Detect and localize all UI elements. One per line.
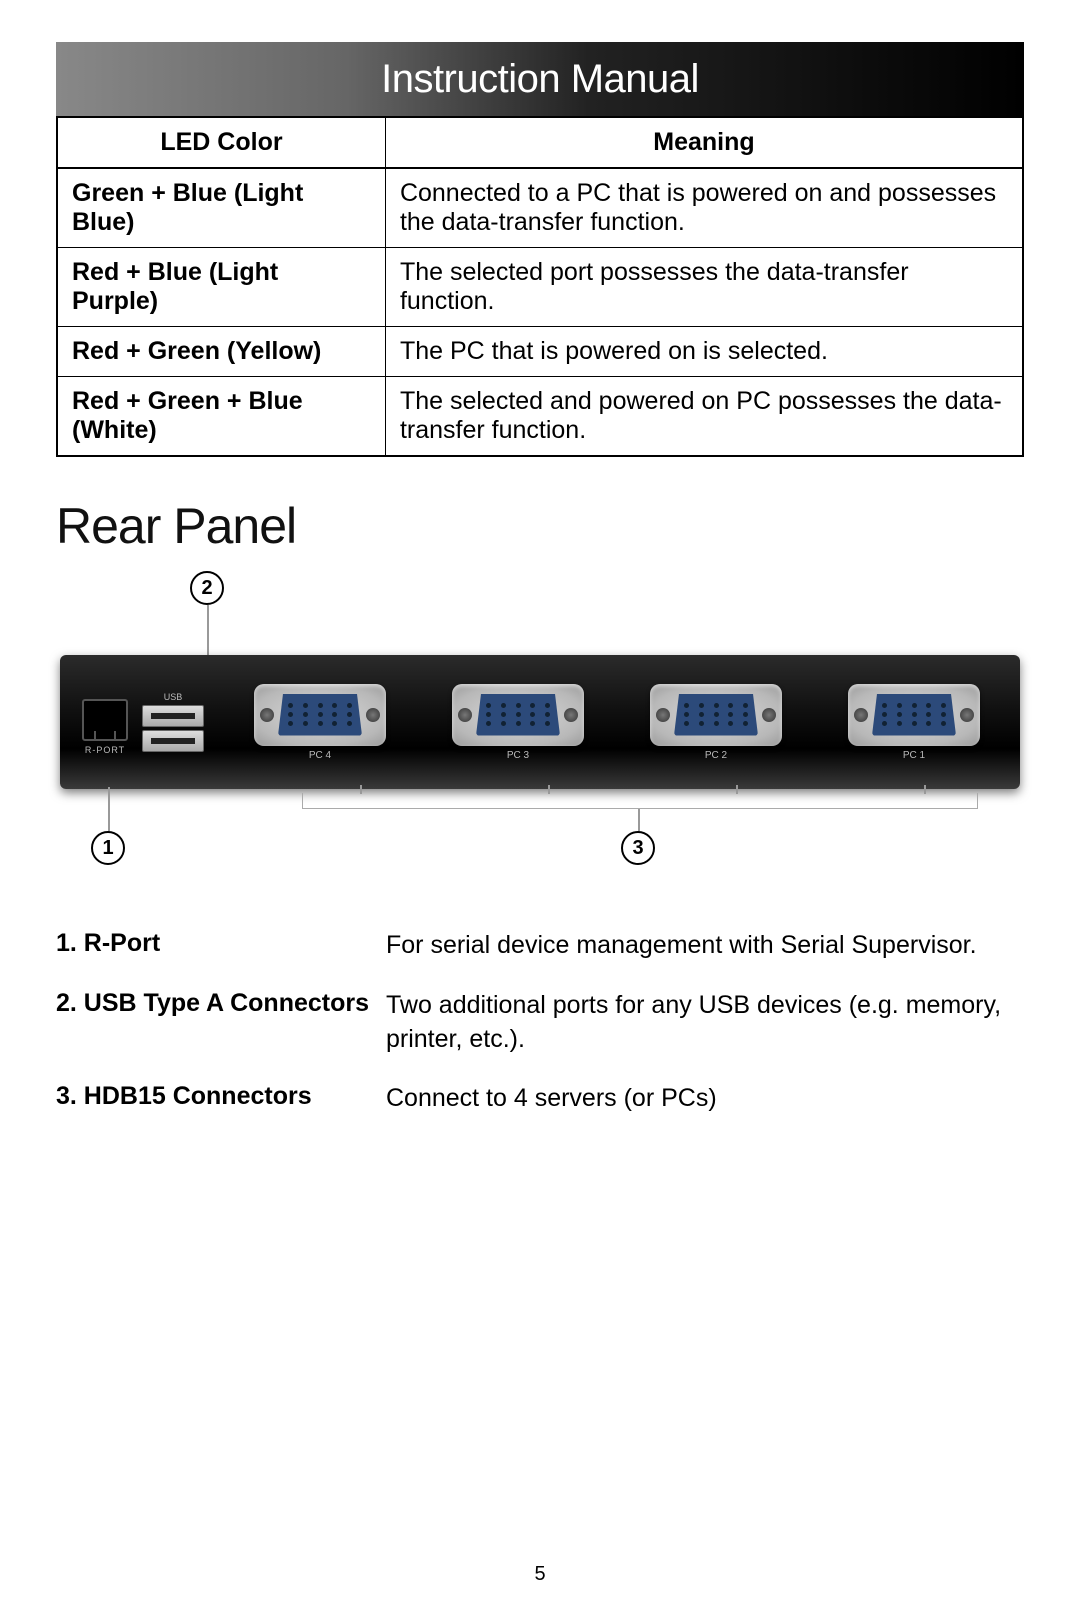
leader-line [207, 605, 209, 659]
callout-1: 1 [91, 831, 125, 865]
vga-connector-pc4: PC 4 [254, 684, 386, 761]
table-header-meaning: Meaning [385, 117, 1023, 168]
definition-row: 3. HDB15 Connectors Connect to 4 servers… [56, 1082, 1024, 1116]
callout-2: 2 [190, 571, 224, 605]
usb-port-icon [142, 705, 204, 727]
usb-label: USB [164, 692, 183, 702]
definitions-list: 1. R-Port For serial device management w… [56, 929, 1024, 1116]
usb-port-icon [142, 730, 204, 752]
led-meaning-cell: The PC that is powered on is selected. [385, 327, 1023, 377]
vga-connector-pc3: PC 3 [452, 684, 584, 761]
page-number: 5 [0, 1563, 1080, 1586]
leader-line [736, 785, 738, 794]
table-row: Red + Blue (Light Purple) The selected p… [57, 248, 1023, 327]
led-meaning-cell: Connected to a PC that is powered on and… [385, 168, 1023, 248]
section-heading-rear-panel: Rear Panel [56, 497, 1024, 555]
vga-port-icon [650, 684, 782, 746]
definition-desc: Connect to 4 servers (or PCs) [386, 1082, 717, 1116]
table-header-ledcolor: LED Color [57, 117, 385, 168]
pc-label: PC 1 [903, 750, 925, 761]
rj45-icon [82, 699, 128, 741]
callout-3: 3 [621, 831, 655, 865]
leader-line [548, 785, 550, 794]
definition-desc: Two additional ports for any USB devices… [386, 989, 1024, 1057]
led-color-table: LED Color Meaning Green + Blue (Light Bl… [56, 116, 1024, 457]
definition-label: 2. USB Type A Connectors [56, 989, 386, 1057]
rear-panel-diagram: 2 R-PORT USB PC 4 PC 3 [60, 565, 1020, 895]
definition-desc: For serial device management with Serial… [386, 929, 977, 963]
vga-port-icon [848, 684, 980, 746]
pc-label: PC 4 [309, 750, 331, 761]
table-row: Red + Green + Blue (White) The selected … [57, 377, 1023, 457]
led-color-cell: Red + Blue (Light Purple) [57, 248, 385, 327]
table-row: Green + Blue (Light Blue) Connected to a… [57, 168, 1023, 248]
device-rear-panel: R-PORT USB PC 4 PC 3 PC 2 [60, 655, 1020, 789]
usb-connectors: USB [142, 692, 204, 752]
definition-row: 2. USB Type A Connectors Two additional … [56, 989, 1024, 1057]
led-color-cell: Red + Green (Yellow) [57, 327, 385, 377]
vga-connector-pc2: PC 2 [650, 684, 782, 761]
definition-label: 1. R-Port [56, 929, 386, 963]
definition-row: 1. R-Port For serial device management w… [56, 929, 1024, 963]
vga-port-icon [452, 684, 584, 746]
leader-line [638, 809, 640, 831]
definition-label: 3. HDB15 Connectors [56, 1082, 386, 1116]
pc-label: PC 2 [705, 750, 727, 761]
leader-line [924, 785, 926, 794]
header-bar: Instruction Manual [56, 42, 1024, 116]
leader-line [108, 787, 110, 831]
led-color-cell: Red + Green + Blue (White) [57, 377, 385, 457]
vga-connector-pc1: PC 1 [848, 684, 980, 761]
vga-port-icon [254, 684, 386, 746]
table-row: Red + Green (Yellow) The PC that is powe… [57, 327, 1023, 377]
page-title: Instruction Manual [381, 57, 699, 102]
rport-label: R-PORT [85, 745, 125, 755]
led-color-cell: Green + Blue (Light Blue) [57, 168, 385, 248]
rport-connector: R-PORT [82, 699, 128, 755]
pc-label: PC 3 [507, 750, 529, 761]
led-meaning-cell: The selected port possesses the data-tra… [385, 248, 1023, 327]
led-meaning-cell: The selected and powered on PC possesses… [385, 377, 1023, 457]
bracket-line [302, 793, 978, 809]
leader-line [360, 785, 362, 794]
